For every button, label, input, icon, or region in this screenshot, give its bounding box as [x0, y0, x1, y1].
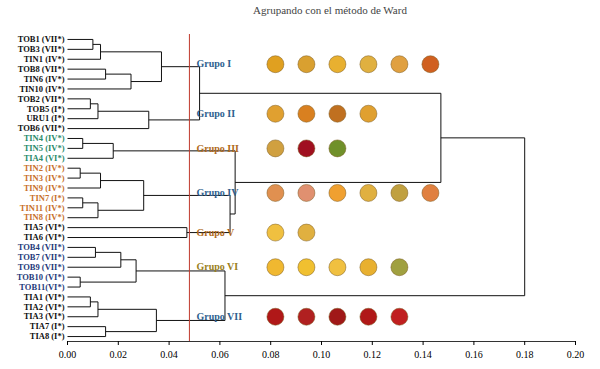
- svg-text:0.04: 0.04: [160, 349, 178, 360]
- svg-text:TIA5 (VI*): TIA5 (VI*): [24, 222, 65, 232]
- svg-text:TIA6 (VI*): TIA6 (VI*): [24, 232, 65, 242]
- svg-text:Grupo V: Grupo V: [196, 227, 235, 238]
- svg-text:TIA1 (VI*): TIA1 (VI*): [24, 292, 65, 302]
- svg-text:TIA8 (I*): TIA8 (I*): [30, 331, 65, 341]
- svg-text:TIA4 (VI*): TIA4 (VI*): [24, 153, 65, 163]
- svg-text:TIN1 (IV*): TIN1 (IV*): [24, 54, 65, 64]
- svg-text:Grupo IV: Grupo IV: [196, 187, 239, 198]
- svg-text:URU1 (I*): URU1 (I*): [26, 113, 64, 123]
- svg-text:TOB5 (I*): TOB5 (I*): [27, 103, 65, 113]
- svg-text:0.06: 0.06: [211, 349, 229, 360]
- svg-text:TIN10 (IV*): TIN10 (IV*): [19, 84, 64, 94]
- svg-text:TIN8 (IV*): TIN8 (IV*): [24, 212, 65, 222]
- svg-text:TIA7 (I*): TIA7 (I*): [30, 321, 65, 331]
- svg-text:TIN6 (IV*): TIN6 (IV*): [24, 74, 65, 84]
- svg-text:0.02: 0.02: [110, 349, 128, 360]
- svg-text:0.12: 0.12: [364, 349, 382, 360]
- svg-text:TIA2 (VI*): TIA2 (VI*): [24, 302, 65, 312]
- svg-text:Grupo III: Grupo III: [196, 143, 239, 154]
- html-text:Agrupando con el método de War: Agrupando con el método de Ward: [253, 4, 407, 16]
- svg-text:Grupo VI: Grupo VI: [196, 261, 238, 272]
- svg-text:0.18: 0.18: [516, 349, 534, 360]
- svg-text:0.00: 0.00: [59, 349, 77, 360]
- svg-text:TIN7 (I*): TIN7 (I*): [30, 193, 65, 203]
- svg-text:0.16: 0.16: [465, 349, 483, 360]
- svg-text:0.14: 0.14: [414, 349, 432, 360]
- svg-text:0.20: 0.20: [567, 349, 585, 360]
- svg-text:TOB3 (VII*): TOB3 (VII*): [18, 44, 65, 54]
- svg-text:Grupo VII: Grupo VII: [196, 311, 242, 322]
- svg-text:TIA3 (VI*): TIA3 (VI*): [24, 311, 65, 321]
- svg-text:TIN9 (IV*): TIN9 (IV*): [24, 183, 65, 193]
- svg-text:TOB4 (VII*): TOB4 (VII*): [18, 242, 65, 252]
- svg-text:0.10: 0.10: [313, 349, 331, 360]
- svg-text:TIN4 (IV*): TIN4 (IV*): [24, 133, 65, 143]
- svg-text:TOB6 (VII*): TOB6 (VII*): [18, 123, 65, 133]
- svg-text:TOB11(VI*): TOB11(VI*): [19, 282, 64, 292]
- svg-text:Grupo I: Grupo I: [196, 58, 231, 69]
- svg-text:TOB10 (VI*): TOB10 (VI*): [17, 272, 65, 282]
- svg-text:TOB2 (VII*): TOB2 (VII*): [18, 94, 65, 104]
- svg-text:TOB9 (VII*): TOB9 (VII*): [18, 262, 65, 272]
- svg-text:TIN3 (IV*): TIN3 (IV*): [24, 173, 65, 183]
- svg-text:TOB1 (VII*): TOB1 (VII*): [18, 34, 65, 44]
- svg-text:TIN11 (IV*): TIN11 (IV*): [20, 203, 65, 213]
- svg-text:TIN2 (IV*): TIN2 (IV*): [24, 163, 65, 173]
- svg-text:TOB7 (VII*): TOB7 (VII*): [18, 252, 65, 262]
- svg-text:Grupo II: Grupo II: [196, 108, 235, 119]
- svg-text:0.08: 0.08: [262, 349, 280, 360]
- svg-text:TIN5 (IV*): TIN5 (IV*): [24, 143, 65, 153]
- svg-text:TOB8 (VII*): TOB8 (VII*): [18, 64, 65, 74]
